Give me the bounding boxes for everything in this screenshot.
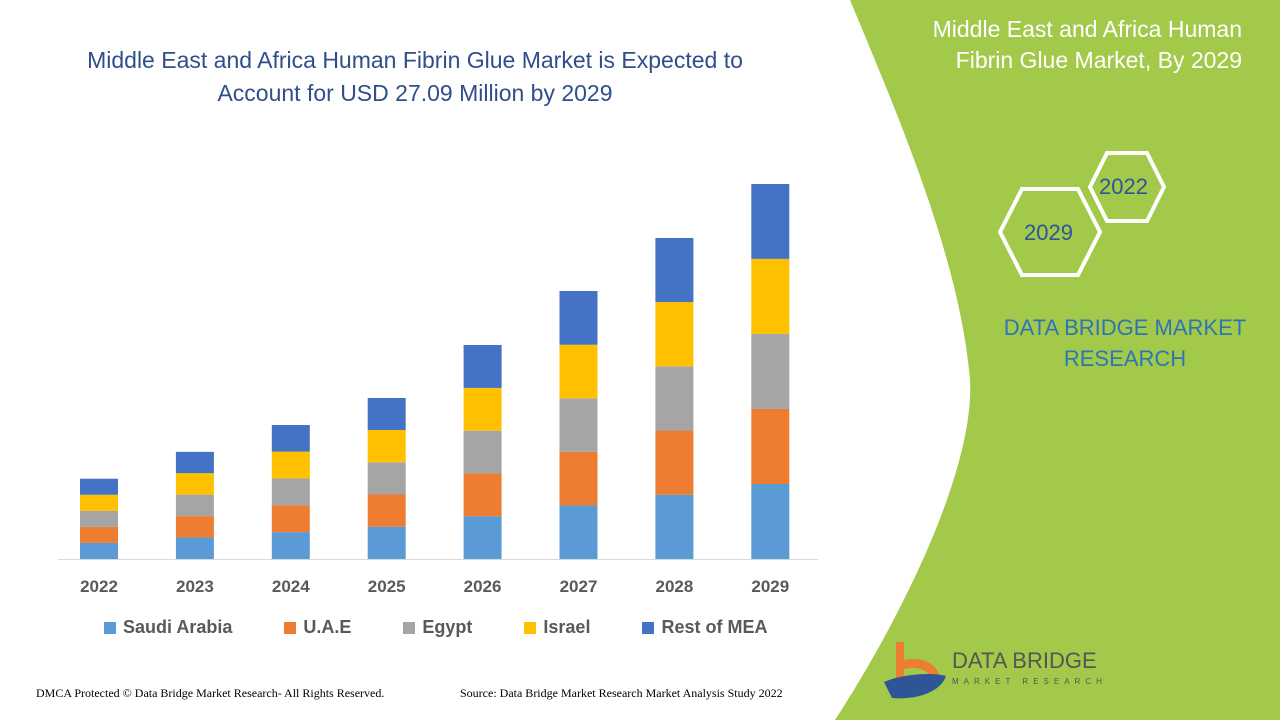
bar-segment-2028-u-a-e: [655, 430, 694, 495]
bar-segment-2022-rest-of-mea: [80, 478, 118, 495]
copyright-text: DMCA Protected © Data Bridge Market Rese…: [36, 686, 385, 700]
bar-segment-2029-saudi-arabia: [751, 483, 790, 559]
x-tick-label: 2024: [272, 577, 310, 596]
bar-segment-2028-israel: [655, 302, 694, 367]
bar-segment-2024-israel: [271, 451, 310, 479]
bar-segment-2022-egypt: [80, 510, 118, 527]
bar-segment-2027-israel: [559, 344, 598, 399]
x-tick-label: 2023: [176, 577, 214, 596]
bar-segment-2027-egypt: [559, 398, 598, 452]
legend-swatch: [642, 621, 655, 634]
page-title: Middle East and Africa Human Fibrin Glue…: [87, 47, 743, 106]
legend-swatch: [524, 621, 537, 634]
hex-year-2029: 2029: [1024, 220, 1073, 245]
legend-item: Saudi Arabia: [104, 617, 232, 638]
bar-segment-2026-u-a-e: [463, 473, 502, 517]
x-tick-label: 2029: [751, 577, 789, 596]
legend-label: Egypt: [422, 617, 473, 637]
logo-name: DATA BRIDGE: [952, 648, 1097, 673]
legend-swatch: [104, 621, 116, 634]
bar-segment-2023-israel: [175, 473, 214, 495]
bar-segment-2022-saudi-arabia: [80, 542, 118, 559]
bar-segment-2026-saudi-arabia: [463, 516, 502, 559]
bar-segment-2026-egypt: [463, 430, 502, 474]
bar-segment-2024-rest-of-mea: [271, 425, 310, 452]
bar-segment-2023-u-a-e: [175, 516, 214, 538]
bar-segment-2027-saudi-arabia: [559, 505, 598, 559]
x-tick-label: 2025: [368, 577, 406, 596]
bar-segment-2029-israel: [751, 258, 790, 334]
hexagon-2029: [997, 187, 1103, 277]
x-tick-label: 2028: [655, 577, 693, 596]
brand-text: DATA BRIDGE MARKET RESEARCH: [1003, 315, 1247, 371]
hex-year-2022: 2022: [1099, 174, 1148, 199]
bar-segment-2027-rest-of-mea: [559, 291, 598, 345]
bar-segment-2024-saudi-arabia: [271, 532, 310, 559]
legend-item: Rest of MEA: [642, 617, 767, 638]
hexagon-2022: [1087, 151, 1167, 223]
logo-subtitle: MARKET RESEARCH: [952, 677, 1107, 686]
bar-segment-2022-u-a-e: [80, 526, 118, 543]
legend: Saudi Arabia U.A.E Egypt Israel Rest of MEA: [104, 617, 819, 638]
bar-segment-2022-israel: [80, 494, 118, 511]
bar-segment-2029-egypt: [751, 333, 790, 409]
legend-item: Israel: [524, 617, 590, 638]
legend-label: U.A.E: [303, 617, 352, 637]
bar-segment-2025-israel: [367, 429, 406, 463]
bar-segment-2023-rest-of-mea: [175, 451, 214, 474]
legend-item: U.A.E: [284, 617, 351, 638]
bar-segment-2023-egypt: [175, 494, 214, 517]
x-tick-label: 2027: [560, 577, 598, 596]
x-tick-label: 2022: [80, 577, 118, 596]
legend-item: Egypt: [403, 617, 472, 638]
bar-segment-2028-egypt: [655, 366, 694, 431]
green-panel: [835, 0, 1280, 720]
bar-segment-2023-saudi-arabia: [175, 537, 214, 559]
legend-swatch: [284, 621, 297, 634]
bar-segment-2026-rest-of-mea: [463, 344, 502, 388]
bar-segment-2024-u-a-e: [271, 505, 310, 533]
bar-segment-2029-u-a-e: [751, 408, 790, 484]
legend-label: Saudi Arabia: [123, 617, 233, 637]
bar-segment-2029-rest-of-mea: [751, 184, 790, 259]
x-tick-label: 2026: [464, 577, 502, 596]
bar-segment-2025-saudi-arabia: [367, 526, 406, 559]
legend-swatch: [403, 621, 416, 634]
source-text: Source: Data Bridge Market Research Mark…: [460, 686, 783, 700]
bar-segment-2027-u-a-e: [559, 451, 598, 506]
side-title: Middle East and Africa Human Fibrin Glue…: [932, 16, 1242, 73]
bar-segment-2028-saudi-arabia: [655, 494, 694, 559]
bar-segment-2025-rest-of-mea: [367, 398, 406, 430]
bar-segment-2028-rest-of-mea: [655, 237, 694, 303]
stacked-bar-chart: 2022 2023 2024 2025 2026 2027 2028 2029: [58, 184, 818, 596]
bar-segment-2025-egypt: [367, 462, 406, 495]
logo-icon: [884, 642, 946, 699]
bar-segment-2024-egypt: [271, 478, 310, 506]
legend-label: Rest of MEA: [661, 617, 768, 637]
legend-label: Israel: [543, 617, 591, 637]
bar-segment-2026-israel: [463, 387, 502, 431]
bar-segment-2025-u-a-e: [367, 494, 406, 527]
